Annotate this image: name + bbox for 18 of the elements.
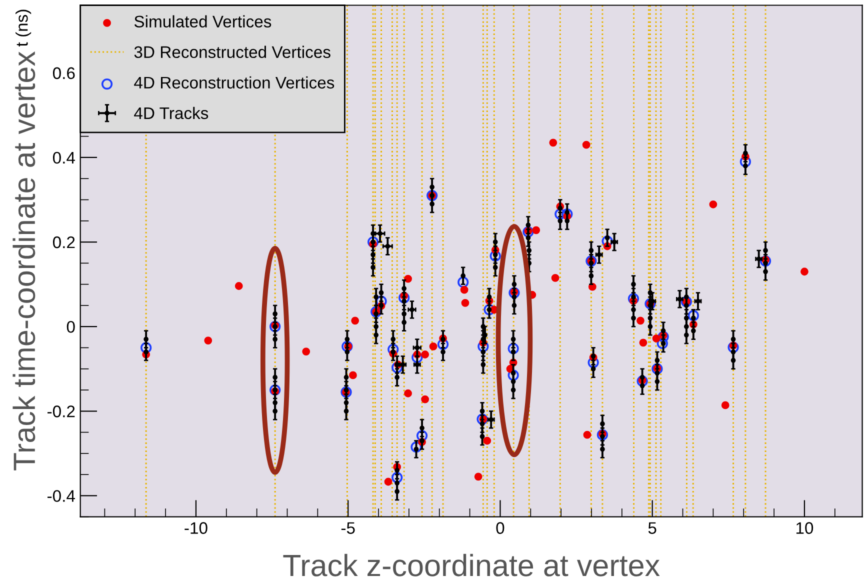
y-axis-title: Track time-coordinate at vertex [12,51,36,470]
legend-label: Simulated Vertices [134,15,272,28]
x-tick-label: -10 [184,522,208,534]
x-tick-label: 5 [648,522,656,534]
text: t (ns) [16,10,32,46]
y-tick-label: 0.4 [52,152,76,164]
x-tick-label: 0 [496,522,504,534]
y-tick-label: 0 [66,320,75,333]
legend-label: 4D Tracks [134,106,208,120]
x-tick-label: -5 [341,522,355,534]
y-tick-label: -0.4 [48,490,76,502]
x-tick-label: 10 [796,522,814,534]
x-axis-title: Track z-coordinate at vertex [283,554,660,576]
y-tick-label: -0.2 [48,406,75,418]
y-tick-label: 0.2 [52,236,75,248]
y-tick-label: 0.6 [52,67,75,80]
legend-label: 4D Reconstruction Vertices [134,76,334,89]
ref-line-label: 3D Reconstructed Vertices [134,46,330,58]
